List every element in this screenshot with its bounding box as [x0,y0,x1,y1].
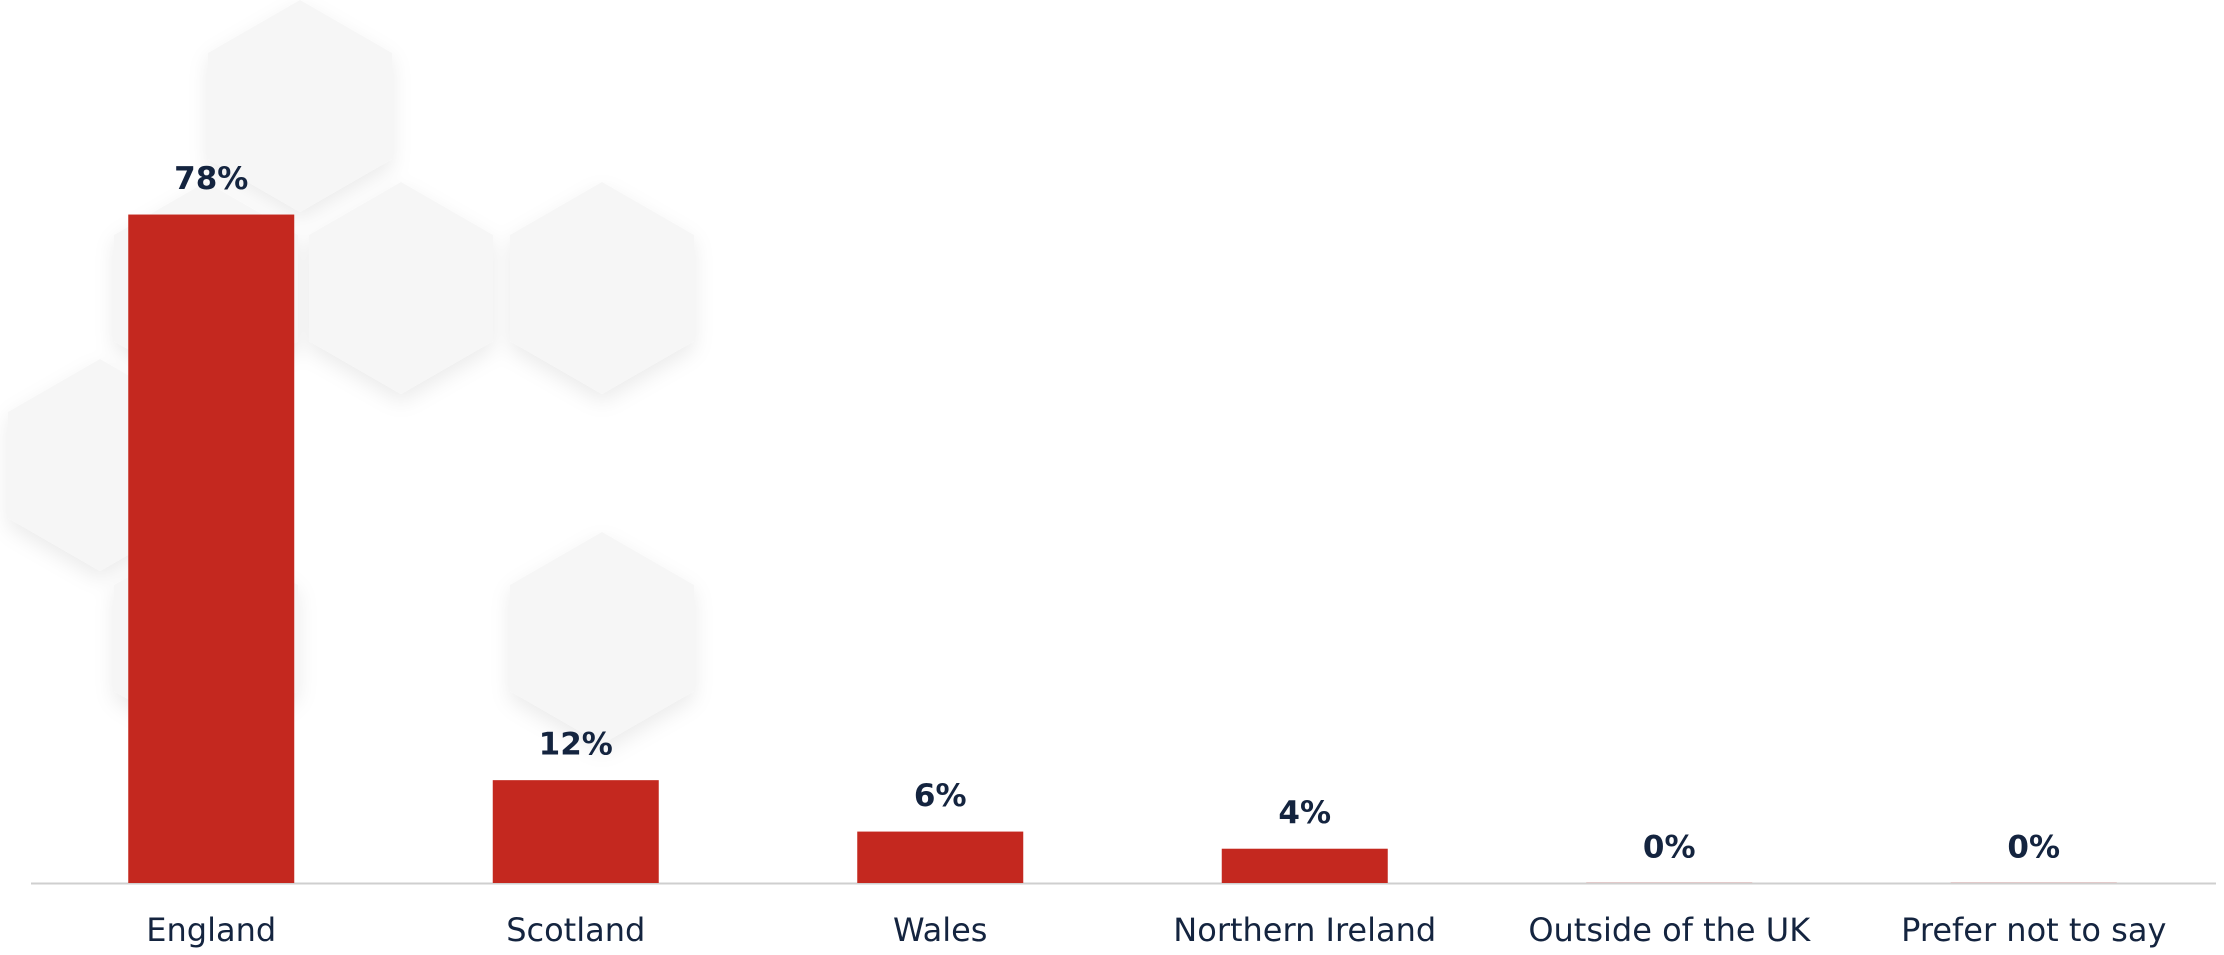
value-label: 0% [2007,830,2060,866]
x-tick-label: Prefer not to say [1901,911,2166,949]
x-tick-label: England [146,911,276,949]
x-tick-label: Outside of the UK [1528,911,1811,949]
x-tick-label: Wales [893,911,987,949]
value-label: 6% [914,778,967,814]
x-tick-label: Northern Ireland [1173,911,1436,949]
bar [128,214,295,884]
value-label: 12% [539,727,613,763]
x-tick-label: Scotland [506,911,645,949]
value-label: 78% [174,161,248,197]
bar [1950,882,2117,883]
background-decoration [8,0,694,744]
bar [1586,882,1753,883]
bar [492,780,659,883]
bar [1221,848,1388,883]
value-label: 4% [1278,795,1331,831]
hexagon [510,182,694,394]
hexagon [510,532,694,744]
bar [857,831,1024,883]
hexagon [309,182,493,394]
value-label: 0% [1643,830,1696,866]
